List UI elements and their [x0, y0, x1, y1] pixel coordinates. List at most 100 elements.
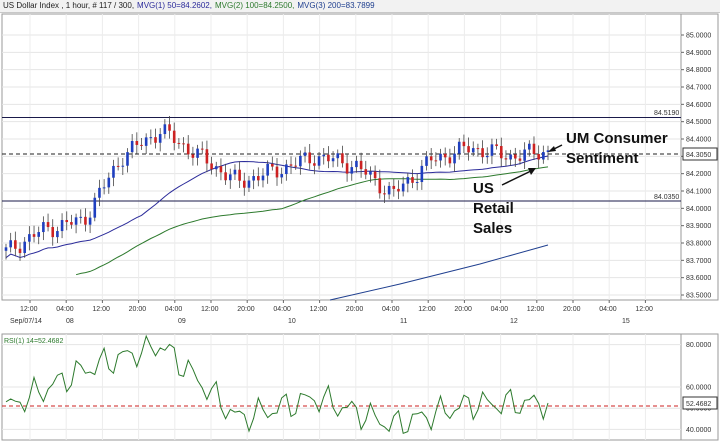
candle-body[interactable] [373, 171, 377, 179]
candle-body[interactable] [247, 180, 251, 188]
candle-body[interactable] [149, 137, 153, 139]
candle-body[interactable] [168, 124, 171, 131]
candle-body[interactable] [471, 148, 475, 153]
candle-body[interactable] [359, 160, 363, 170]
candle-body[interactable] [275, 166, 279, 178]
candle-body[interactable] [448, 157, 452, 164]
candle-body[interactable] [476, 148, 480, 150]
candle-body[interactable] [112, 165, 115, 178]
candle-body[interactable] [9, 240, 12, 248]
rsi-line[interactable] [5, 334, 549, 434]
candle-body[interactable] [130, 140, 134, 153]
candle-body[interactable] [285, 164, 288, 175]
candle-body[interactable] [182, 143, 185, 145]
candle-body[interactable] [378, 178, 382, 194]
candle-body[interactable] [495, 144, 498, 147]
candle-body[interactable] [322, 154, 326, 157]
candle-body[interactable] [411, 177, 414, 183]
candle-body[interactable] [205, 149, 209, 164]
candle-body[interactable] [79, 216, 83, 218]
candle-body[interactable] [233, 169, 237, 175]
candle-body[interactable] [238, 169, 241, 181]
candle-body[interactable] [453, 153, 456, 164]
ma100-line[interactable] [75, 166, 549, 276]
candle-body[interactable] [135, 140, 139, 145]
candle-body[interactable] [23, 241, 26, 254]
candle-body[interactable] [74, 217, 78, 225]
candle-body[interactable] [303, 152, 307, 156]
candle-body[interactable] [345, 163, 349, 174]
candle-body[interactable] [126, 152, 129, 166]
candle-body[interactable] [228, 174, 232, 181]
candle-body[interactable] [504, 158, 508, 160]
candle-body[interactable] [429, 156, 433, 161]
candle-body[interactable] [336, 153, 340, 159]
candle-body[interactable] [369, 171, 372, 175]
candle-body[interactable] [56, 231, 59, 238]
candle-body[interactable] [196, 148, 199, 158]
candle-body[interactable] [46, 222, 50, 228]
candle-body[interactable] [387, 185, 391, 195]
candle-body[interactable] [294, 165, 297, 167]
candle-body[interactable] [214, 166, 218, 170]
candle-body[interactable] [4, 247, 8, 251]
candle-body[interactable] [528, 143, 531, 150]
candle-body[interactable] [18, 248, 22, 254]
candle-body[interactable] [313, 163, 316, 166]
candle-body[interactable] [224, 172, 227, 181]
candle-body[interactable] [88, 217, 92, 225]
candle-body[interactable] [158, 134, 162, 143]
candle-body[interactable] [70, 222, 73, 225]
candle-body[interactable] [144, 137, 148, 146]
candle-body[interactable] [546, 150, 550, 153]
candle-body[interactable] [518, 158, 522, 161]
candle-body[interactable] [172, 130, 176, 143]
candle-body[interactable] [210, 163, 213, 170]
candle-body[interactable] [32, 234, 36, 237]
candle-body[interactable] [242, 180, 246, 188]
candle-body[interactable] [14, 240, 17, 249]
candle-body[interactable] [60, 220, 64, 232]
candle-body[interactable] [457, 141, 461, 154]
candle-body[interactable] [308, 152, 312, 164]
candle-body[interactable] [84, 216, 87, 225]
candle-body[interactable] [481, 148, 484, 158]
ma200-line[interactable] [329, 244, 549, 301]
candle-body[interactable] [51, 227, 55, 238]
candle-body[interactable] [191, 154, 195, 158]
candle-body[interactable] [257, 176, 260, 181]
candle-body[interactable] [443, 153, 447, 158]
candle-body[interactable] [434, 160, 438, 162]
candle-body[interactable] [392, 185, 396, 189]
candle-body[interactable] [154, 137, 157, 143]
candle-body[interactable] [532, 143, 536, 155]
candle-body[interactable] [37, 232, 41, 237]
candle-body[interactable] [397, 188, 400, 192]
candle-body[interactable] [299, 155, 302, 167]
candle-body[interactable] [200, 148, 204, 150]
candle-body[interactable] [537, 154, 540, 160]
candle-body[interactable] [490, 144, 494, 156]
candle-body[interactable] [163, 124, 167, 135]
candle-body[interactable] [355, 160, 358, 168]
candle-body[interactable] [271, 163, 274, 167]
candle-body[interactable] [467, 146, 470, 153]
candle-body[interactable] [420, 165, 424, 183]
candle-body[interactable] [485, 155, 489, 158]
candle-body[interactable] [509, 154, 512, 160]
candle-body[interactable] [102, 187, 106, 189]
candle-body[interactable] [317, 156, 321, 166]
candle-body[interactable] [341, 153, 344, 164]
candle-body[interactable] [499, 146, 503, 159]
candle-body[interactable] [252, 176, 255, 181]
candle-body[interactable] [327, 154, 330, 162]
candle-body[interactable] [116, 165, 120, 167]
candle-body[interactable] [439, 153, 442, 161]
candle-body[interactable] [523, 149, 526, 161]
candle-body[interactable] [266, 163, 269, 176]
candle-body[interactable] [98, 187, 101, 198]
candle-body[interactable] [406, 177, 410, 184]
candle-body[interactable] [93, 197, 97, 218]
candle-body[interactable] [261, 175, 265, 181]
